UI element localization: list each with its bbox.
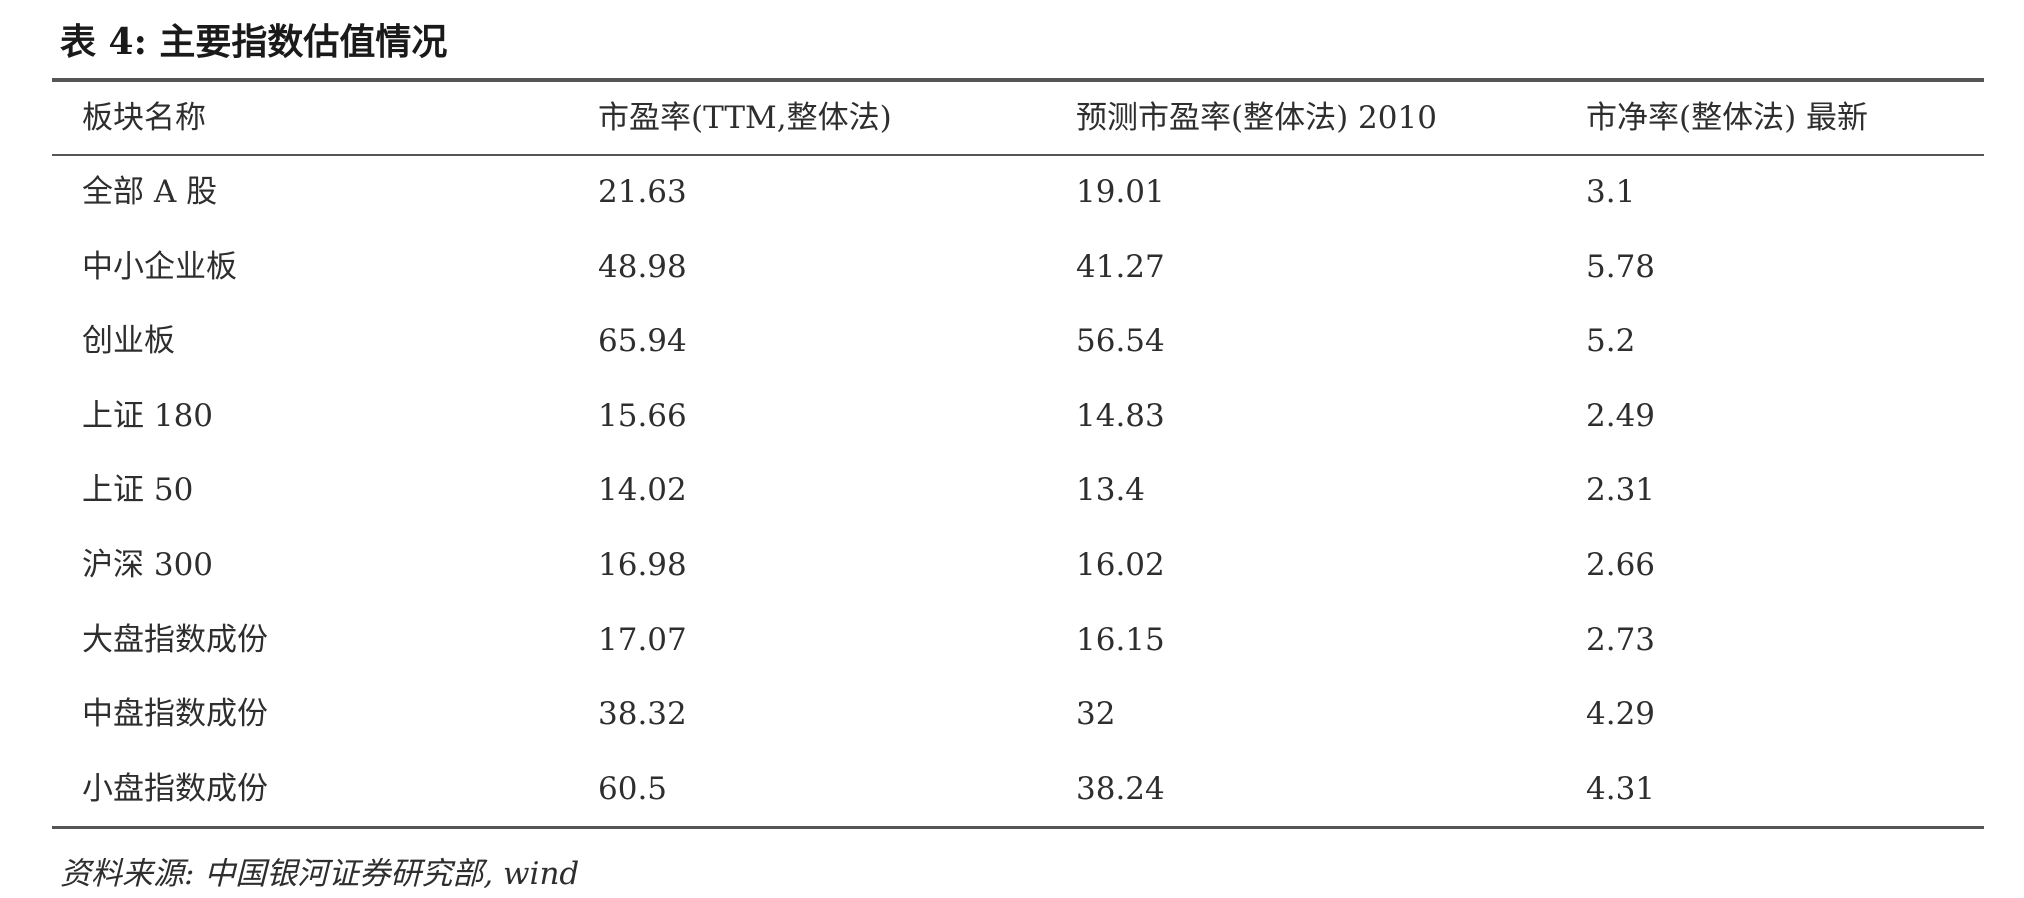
row-pb-cell: 2.66 bbox=[1586, 546, 1656, 583]
table-row: 全部 A 股 21.63 19.01 3.1 bbox=[52, 156, 1984, 231]
table-row: 创业板 65.94 56.54 5.2 bbox=[52, 305, 1984, 380]
row-pb-cell: 5.2 bbox=[1586, 323, 1636, 360]
row-forecast-pe-cell: 32 bbox=[1076, 696, 1116, 733]
row-pb-cell: 4.31 bbox=[1586, 770, 1656, 807]
table-caption: 表 4: 主要指数估值情况 bbox=[60, 21, 448, 63]
row-pe-ttm-cell: 48.98 bbox=[598, 248, 687, 285]
row-sector-cell: 全部 A 股 bbox=[82, 174, 218, 210]
row-forecast-pe-cell: 16.15 bbox=[1076, 621, 1165, 658]
table-header-rule bbox=[52, 154, 1984, 156]
row-pe-ttm-cell: 14.02 bbox=[598, 472, 687, 509]
column-header-pe-ttm: 市盈率(TTM,整体法) bbox=[598, 100, 892, 136]
table-row: 中盘指数成份 38.32 32 4.29 bbox=[52, 678, 1984, 753]
table-body: 全部 A 股 21.63 19.01 3.1 中小企业板 48.98 41.27… bbox=[52, 156, 1984, 827]
row-sector-cell: 小盘指数成份 bbox=[82, 770, 268, 807]
row-pb-cell: 2.73 bbox=[1586, 621, 1656, 658]
row-forecast-pe-cell: 16.02 bbox=[1076, 546, 1165, 583]
table-header-row: 板块名称 市盈率(TTM,整体法) 预测市盈率(整体法) 2010 市净率(整体… bbox=[52, 82, 1984, 154]
row-sector-cell: 上证 180 bbox=[82, 397, 214, 434]
table-top-rule bbox=[52, 78, 1984, 82]
row-forecast-pe-cell: 38.24 bbox=[1076, 770, 1165, 807]
table-row: 上证 50 14.02 13.4 2.31 bbox=[52, 454, 1984, 529]
row-pb-cell: 4.29 bbox=[1586, 696, 1656, 733]
row-sector-cell: 大盘指数成份 bbox=[82, 621, 268, 658]
row-forecast-pe-cell: 56.54 bbox=[1076, 323, 1165, 360]
row-forecast-pe-cell: 14.83 bbox=[1076, 397, 1165, 434]
row-pb-cell: 5.78 bbox=[1586, 248, 1656, 285]
row-pe-ttm-cell: 65.94 bbox=[598, 323, 687, 360]
row-sector-cell: 中盘指数成份 bbox=[82, 696, 268, 733]
table-row: 沪深 300 16.98 16.02 2.66 bbox=[52, 529, 1984, 604]
column-header-pb: 市净率(整体法) 最新 bbox=[1586, 100, 1869, 136]
row-sector-cell: 沪深 300 bbox=[82, 546, 214, 583]
table-row: 上证 180 15.66 14.83 2.49 bbox=[52, 380, 1984, 455]
row-sector-cell: 上证 50 bbox=[82, 472, 194, 509]
table-row: 中小企业板 48.98 41.27 5.78 bbox=[52, 231, 1984, 306]
row-pe-ttm-cell: 15.66 bbox=[598, 397, 687, 434]
source-note: 资料来源: 中国银河证券研究部, wind bbox=[60, 856, 580, 892]
column-header-forecast-pe: 预测市盈率(整体法) 2010 bbox=[1076, 100, 1437, 136]
column-header-sector: 板块名称 bbox=[82, 100, 206, 136]
row-forecast-pe-cell: 19.01 bbox=[1076, 174, 1165, 210]
row-pe-ttm-cell: 17.07 bbox=[598, 621, 687, 658]
table-row: 大盘指数成份 17.07 16.15 2.73 bbox=[52, 604, 1984, 679]
row-pb-cell: 2.49 bbox=[1586, 397, 1656, 434]
row-pe-ttm-cell: 60.5 bbox=[598, 770, 668, 807]
row-pe-ttm-cell: 21.63 bbox=[598, 174, 687, 210]
row-pe-ttm-cell: 16.98 bbox=[598, 546, 687, 583]
table-row: 小盘指数成份 60.5 38.24 4.31 bbox=[52, 753, 1984, 828]
row-forecast-pe-cell: 13.4 bbox=[1076, 472, 1146, 509]
row-pb-cell: 3.1 bbox=[1586, 174, 1636, 210]
row-pe-ttm-cell: 38.32 bbox=[598, 696, 687, 733]
row-pb-cell: 2.31 bbox=[1586, 472, 1656, 509]
row-sector-cell: 中小企业板 bbox=[82, 248, 237, 285]
table-bottom-rule bbox=[52, 826, 1984, 829]
row-forecast-pe-cell: 41.27 bbox=[1076, 248, 1165, 285]
row-sector-cell: 创业板 bbox=[82, 323, 175, 360]
